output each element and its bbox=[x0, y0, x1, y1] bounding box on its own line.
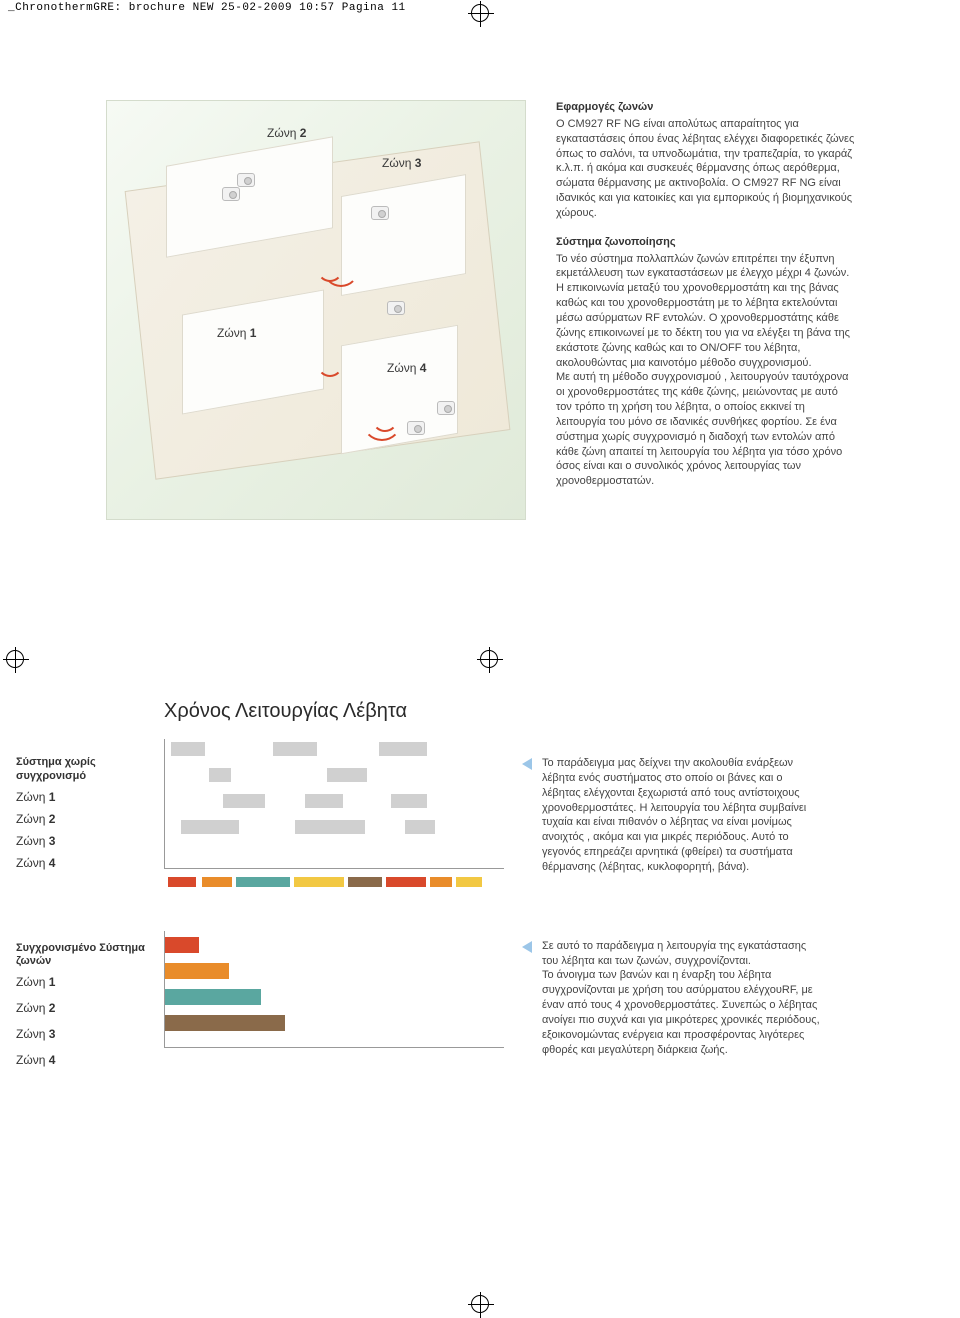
zone-row-label: Ζώνη 4 bbox=[16, 1053, 146, 1067]
house-zones-illustration: Ζώνη 1 Ζώνη 2 Ζώνη 3 Ζώνη 4 bbox=[106, 100, 526, 520]
sync-bar-chart bbox=[164, 931, 504, 1048]
zone-row-label: Ζώνη 1 bbox=[16, 790, 146, 804]
lower-text-column: Το παράδειγμα μας δείχνει την ακολουθία … bbox=[522, 700, 822, 1082]
section-title-zoning: Σύστημα ζωνοποίησης bbox=[556, 235, 856, 250]
zone-label-2: Ζώνη 2 bbox=[267, 126, 306, 140]
zone-row-label: Ζώνη 1 bbox=[16, 975, 146, 989]
zone-label-4: Ζώνη 4 bbox=[387, 361, 426, 375]
section-title-applications: Εφαρμογές ζωνών bbox=[556, 100, 856, 115]
zone-row-label: Ζώνη 4 bbox=[16, 856, 146, 870]
unsync-combined-bar bbox=[164, 877, 504, 891]
unsync-gantt-chart bbox=[164, 739, 504, 869]
registration-mark-icon bbox=[471, 1295, 489, 1313]
lower-section: Σύστημα χωρίς συγχρονισμό Ζώνη 1 Ζώνη 2 Ζώ… bbox=[16, 700, 944, 1082]
lower-para-2: Σε αυτό το παράδειγμα η λειτουργία της ε… bbox=[542, 939, 822, 1058]
zone-row-label: Ζώνη 2 bbox=[16, 1001, 146, 1015]
zone-label-3: Ζώνη 3 bbox=[382, 156, 421, 170]
chart-title: Χρόνος Λειτουργίας Λέβητα bbox=[164, 700, 504, 723]
chart-row-labels: Σύστημα χωρίς συγχρονισμό Ζώνη 1 Ζώνη 2 Ζώ… bbox=[16, 700, 146, 1082]
upper-text-column: Εφαρμογές ζωνών O CM927 RF NG είναι απολ… bbox=[556, 100, 856, 520]
arrow-left-icon bbox=[522, 941, 532, 953]
charts-column: Χρόνος Λειτουργίας Λέβητα bbox=[164, 700, 504, 1082]
lower-para-1: Το παράδειγμα μας δείχνει την ακολουθία … bbox=[542, 756, 822, 875]
arrow-left-icon bbox=[522, 758, 532, 770]
print-header: _ChronothermGRE: brochure NEW 25-02-2009… bbox=[8, 2, 406, 14]
unsync-system-heading: Σύστημα χωρίς συγχρονισμό bbox=[16, 756, 146, 784]
zone-label-1: Ζώνη 1 bbox=[217, 326, 256, 340]
section-body-applications: O CM927 RF NG είναι απολύτως απαραίτητος… bbox=[556, 117, 856, 221]
section-body-zoning: Το νέο σύστημα πολλαπλών ζωνών επιτρέπει… bbox=[556, 252, 856, 490]
zone-row-label: Ζώνη 3 bbox=[16, 834, 146, 848]
zone-row-label: Ζώνη 3 bbox=[16, 1027, 146, 1041]
zone-row-label: Ζώνη 2 bbox=[16, 812, 146, 826]
sync-system-heading: Συγχρονισμένο Σύστημα ζωνών bbox=[16, 942, 146, 970]
registration-mark-icon bbox=[471, 4, 489, 22]
upper-section: Ζώνη 1 Ζώνη 2 Ζώνη 3 Ζώνη 4 Εφαρμογές ζω… bbox=[16, 100, 944, 520]
